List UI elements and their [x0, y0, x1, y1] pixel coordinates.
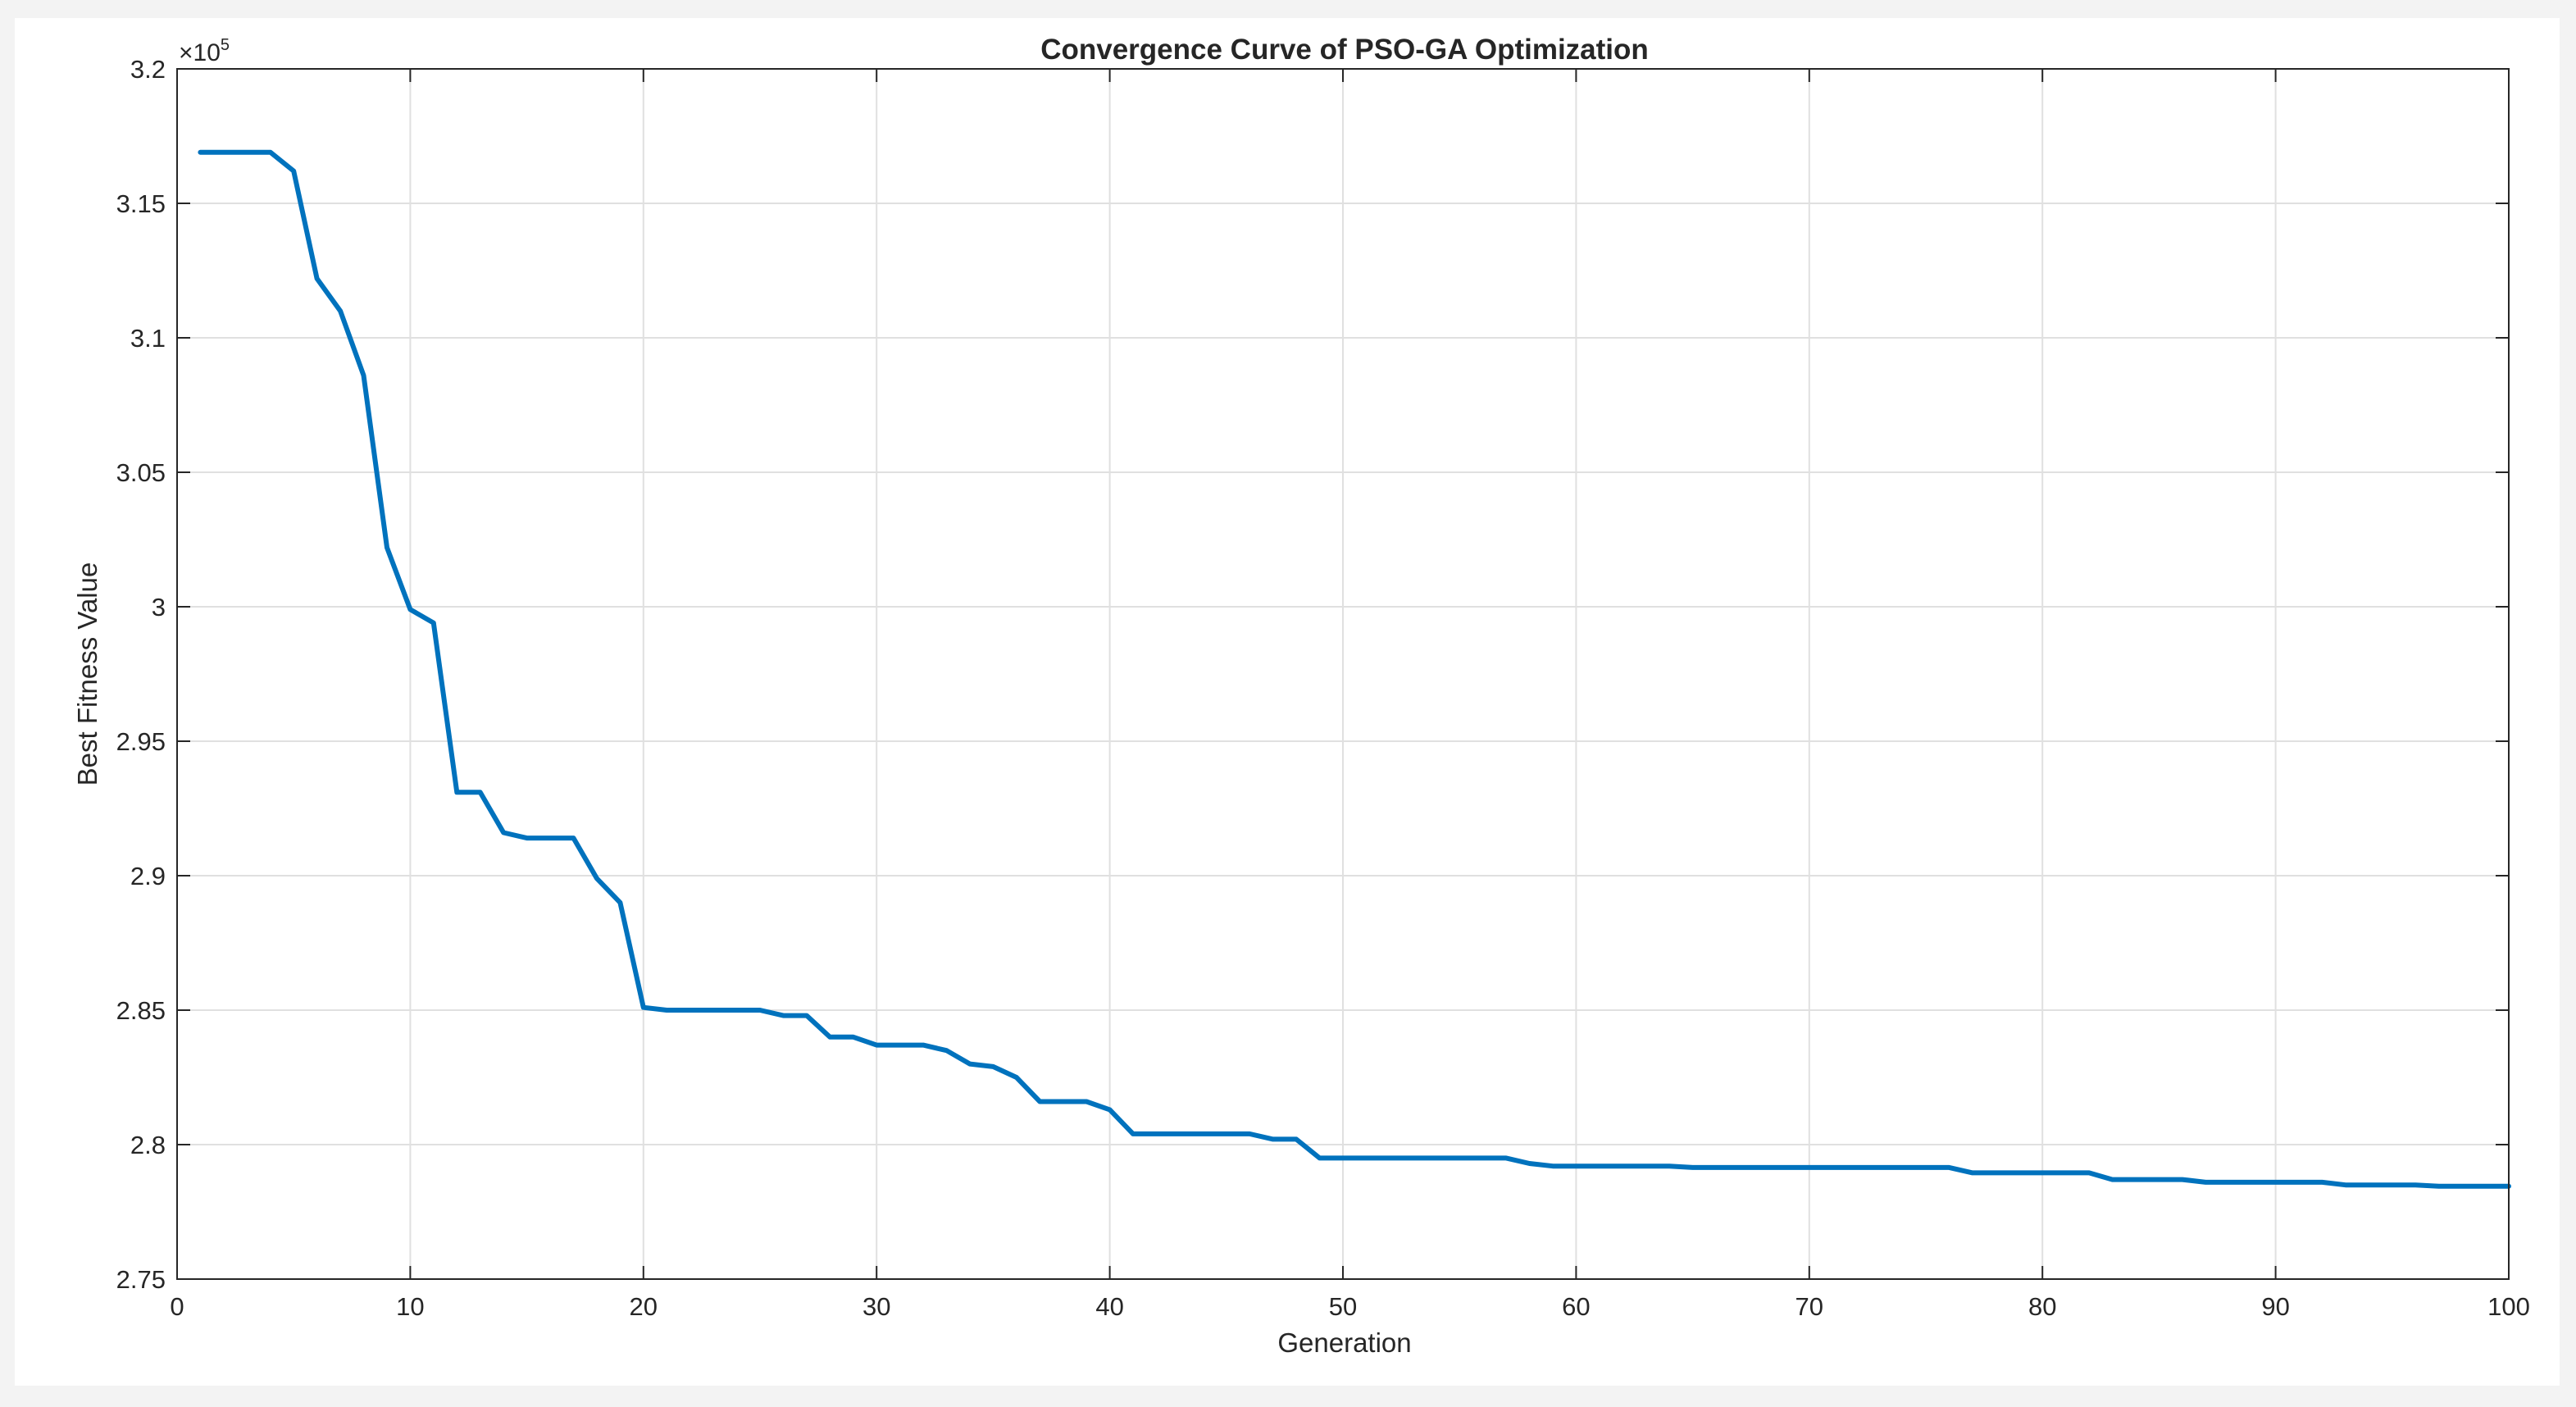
x-tick-label: 60 [1562, 1292, 1590, 1321]
x-tick-label: 70 [1795, 1292, 1823, 1321]
x-tick-label: 50 [1329, 1292, 1357, 1321]
x-tick-label: 80 [2028, 1292, 2056, 1321]
y-tick-label: 2.85 [116, 996, 166, 1025]
x-tick-label: 30 [862, 1292, 890, 1321]
x-tick-label: 20 [630, 1292, 658, 1321]
y-tick-label: 2.95 [116, 727, 166, 756]
y-tick-label: 3.15 [116, 189, 166, 218]
x-axis-label: Generation [1277, 1327, 1411, 1358]
y-tick-label: 2.75 [116, 1265, 166, 1294]
x-tick-label: 40 [1095, 1292, 1123, 1321]
y-axis-exponent-power: 5 [221, 36, 230, 54]
y-tick-label: 3.1 [130, 324, 166, 353]
y-tick-label: 2.8 [130, 1131, 166, 1159]
y-tick-label: 3.2 [130, 55, 166, 84]
x-tick-label: 100 [2487, 1292, 2530, 1321]
y-tick-label: 3 [152, 593, 166, 622]
y-tick-label: 3.05 [116, 458, 166, 487]
y-axis-exponent-base: ×10 [179, 39, 221, 66]
y-axis-label: Best Fitness Value [72, 562, 102, 786]
x-tick-label: 10 [396, 1292, 424, 1321]
x-tick-label: 0 [170, 1292, 184, 1321]
chart-title: Convergence Curve of PSO-GA Optimization [1040, 34, 1649, 66]
y-tick-label: 2.9 [130, 862, 166, 890]
x-tick-label: 90 [2261, 1292, 2289, 1321]
